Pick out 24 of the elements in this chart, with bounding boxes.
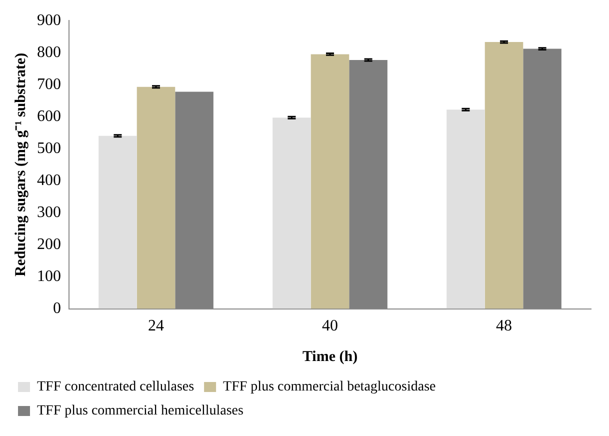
y-tick-label: 500	[37, 140, 61, 157]
x-tick-label: 40	[322, 318, 338, 335]
bar	[272, 118, 311, 309]
bar	[310, 54, 350, 309]
bar	[98, 136, 137, 309]
bar	[484, 42, 524, 309]
x-axis-title: Time (h)	[302, 348, 358, 365]
y-tick-label: 600	[37, 108, 61, 125]
legend-label: TFF plus commercial betaglucosidase	[223, 380, 436, 395]
y-tick-label: 700	[37, 76, 61, 93]
legend-label: TFF concentrated cellulases	[37, 380, 194, 395]
y-tick-label: 0	[53, 300, 61, 318]
legend-label: TFF plus commercial hemicellulases	[37, 404, 244, 419]
y-tick-label: 800	[37, 44, 61, 61]
y-tick-label: 200	[37, 236, 61, 253]
y-tick-label: 300	[37, 204, 61, 221]
bar	[446, 110, 485, 309]
x-tick-label: 24	[148, 318, 164, 335]
y-tick-label: 400	[37, 172, 61, 189]
y-axis-title: Reducing sugars (mg g⁻¹ substrate)	[12, 52, 29, 277]
y-tick-label: 100	[37, 268, 61, 285]
x-tick-label: 48	[496, 318, 512, 335]
bar	[136, 86, 176, 309]
y-tick-label: 900	[37, 12, 61, 29]
